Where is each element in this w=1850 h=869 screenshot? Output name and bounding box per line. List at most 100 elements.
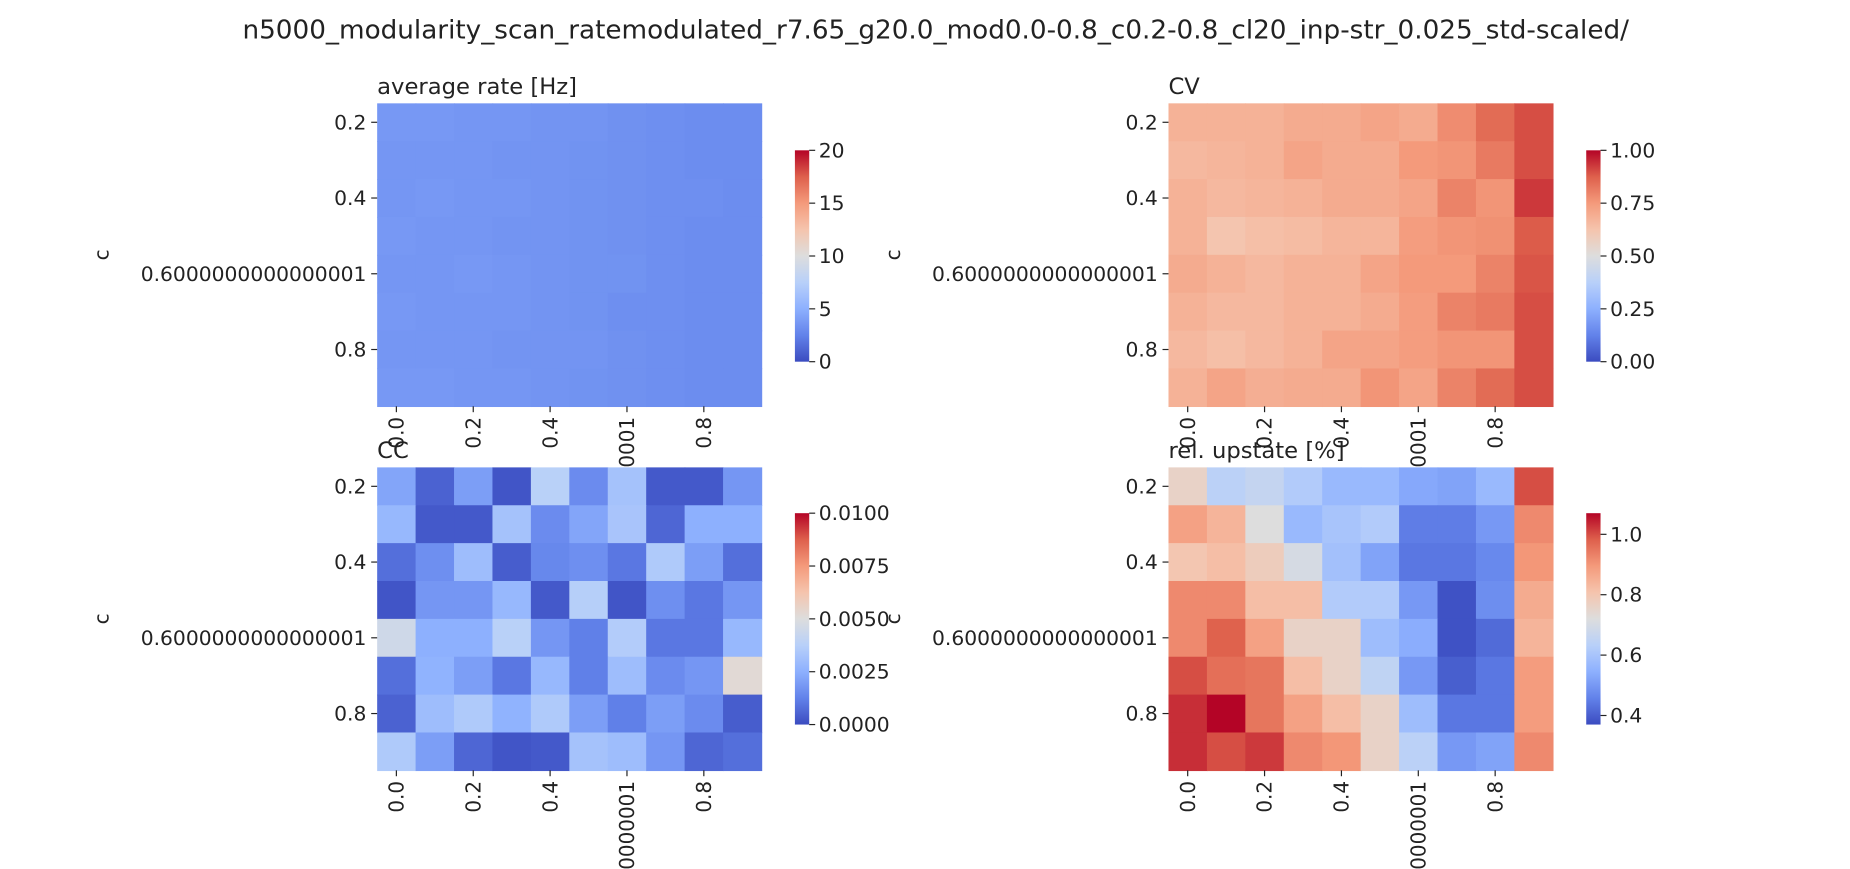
heatmap-cell: [415, 467, 455, 506]
heatmap-cell: [646, 505, 686, 544]
heatmap-cell: [377, 254, 417, 294]
colorbar-tick-label: 0.00: [1610, 350, 1655, 374]
heatmap-cell: [1360, 179, 1400, 218]
heatmap-cell: [1360, 103, 1400, 142]
heatmap-cell: [607, 330, 647, 370]
y-axis-label: c: [881, 613, 905, 624]
heatmap-cell: [569, 141, 609, 180]
heatmap-cell: [1514, 543, 1554, 582]
heatmap-cell: [1283, 141, 1323, 180]
heatmap-cell: [1475, 103, 1516, 142]
heatmap-cell: [684, 543, 724, 582]
heatmap-cell: [1168, 580, 1208, 620]
heatmap-cell: [1399, 216, 1439, 256]
heatmap-cell: [646, 467, 686, 506]
heatmap-cell: [1168, 254, 1208, 294]
heatmap-cell: [1514, 216, 1554, 256]
heatmap-cell: [646, 543, 686, 582]
heatmap-cell: [1206, 254, 1247, 294]
heatmap-cell: [415, 505, 455, 544]
heatmap-cell: [415, 656, 455, 696]
heatmap-cell: [454, 543, 494, 582]
heatmap-cell: [1283, 216, 1323, 256]
heatmap-cell: [723, 694, 763, 734]
heatmap-cell: [1322, 467, 1362, 506]
x-tick-label: 0.0: [384, 417, 408, 449]
x-tick-label: 0.8: [1483, 417, 1507, 449]
heatmap-cell: [492, 368, 532, 408]
heatmap-cell: [684, 467, 724, 506]
heatmap-cell: [1399, 543, 1439, 582]
heatmap-cell: [1245, 580, 1285, 620]
heatmap-cell: [530, 179, 571, 218]
heatmap-cell: [530, 292, 571, 332]
heatmap-cell: [530, 330, 571, 370]
heatmap-cell: [1360, 254, 1400, 294]
heatmap-cell: [1206, 656, 1247, 696]
heatmap-cell: [607, 505, 647, 544]
panel-title: CV: [1168, 74, 1200, 100]
heatmap-cell: [454, 368, 494, 408]
heatmap-cell: [1514, 330, 1554, 370]
heatmap-cell: [569, 292, 609, 332]
heatmap-cell: [454, 505, 494, 544]
heatmap-cell: [1168, 141, 1208, 180]
heatmap-cell: [1283, 656, 1323, 696]
heatmap-cell: [646, 368, 686, 408]
heatmap-cell: [646, 732, 686, 772]
heatmap-cell: [1245, 543, 1285, 582]
heatmap-cell: [1475, 330, 1516, 370]
heatmap-cell: [415, 103, 455, 142]
heatmap-cell: [492, 292, 532, 332]
heatmap-cell: [1360, 543, 1400, 582]
colorbar-tick-label: 0.75: [1610, 191, 1655, 215]
x-tick-label: 0.0: [1176, 781, 1200, 813]
heatmap-cell: [530, 732, 571, 772]
heatmap-cell: [684, 656, 724, 696]
heatmap-cell: [1514, 656, 1554, 696]
heatmap-cell: [1168, 618, 1208, 658]
heatmap-cell: [607, 543, 647, 582]
heatmap-cell: [1245, 141, 1285, 180]
heatmap-cell: [1245, 467, 1285, 506]
heatmap-cell: [1437, 103, 1477, 142]
heatmap-cell: [1206, 103, 1247, 142]
heatmap-cell: [530, 694, 571, 734]
heatmap-cell: [1322, 103, 1362, 142]
heatmap-cell: [1475, 618, 1516, 658]
heatmap-cell: [684, 618, 724, 658]
heatmap-cell: [492, 505, 532, 544]
colorbar-tick-label: 1.00: [1610, 139, 1655, 163]
heatmap-cell: [1399, 694, 1439, 734]
heatmap-cell: [646, 254, 686, 294]
heatmap-cell: [607, 254, 647, 294]
heatmap-cell: [1206, 467, 1247, 506]
heatmap-cell: [723, 330, 763, 370]
heatmap-cell: [1360, 580, 1400, 620]
heatmap-cell: [607, 694, 647, 734]
colorbar-tick-label: 15: [819, 191, 845, 215]
heatmap-cell: [1475, 254, 1516, 294]
heatmap-cell: [684, 330, 724, 370]
x-tick-label: 0.2: [1253, 417, 1277, 449]
heatmap-cell: [377, 732, 417, 772]
heatmap-cell: [415, 254, 455, 294]
heatmap-cell: [415, 732, 455, 772]
heatmap-cell: [723, 141, 763, 180]
heatmap-cell: [415, 216, 455, 256]
heatmap-cell: [1514, 292, 1554, 332]
heatmap-cell: [530, 216, 571, 256]
heatmap-cell: [1322, 543, 1362, 582]
heatmap-cell: [492, 330, 532, 370]
panel-title: CC: [377, 438, 409, 464]
heatmap-cell: [569, 543, 609, 582]
heatmap-cell: [684, 292, 724, 332]
heatmap-cell: [1514, 368, 1554, 408]
heatmap-cell: [607, 292, 647, 332]
heatmap-cell: [569, 216, 609, 256]
heatmap-cell: [1437, 368, 1477, 408]
heatmap-cell: [1245, 656, 1285, 696]
heatmap-cell: [607, 179, 647, 218]
x-tick-label: 0.8: [1483, 781, 1507, 813]
x-tick-label: 0.6000000000000001: [1406, 781, 1430, 869]
